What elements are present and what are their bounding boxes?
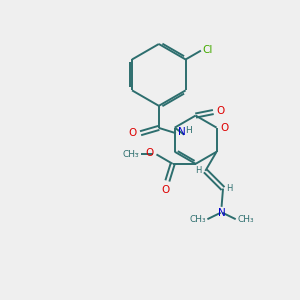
Text: Cl: Cl xyxy=(202,45,213,55)
Text: H: H xyxy=(196,167,202,176)
Text: O: O xyxy=(221,123,229,133)
Text: CH₃: CH₃ xyxy=(189,215,206,224)
Text: N: N xyxy=(218,208,225,218)
Text: H: H xyxy=(226,184,233,193)
Text: O: O xyxy=(128,128,136,138)
Text: CH₃: CH₃ xyxy=(122,150,139,159)
Text: O: O xyxy=(145,148,154,158)
Text: H: H xyxy=(185,126,192,135)
Text: N: N xyxy=(178,127,186,137)
Text: CH₃: CH₃ xyxy=(238,215,254,224)
Text: O: O xyxy=(162,185,170,195)
Text: O: O xyxy=(217,106,225,116)
Text: methyl: methyl xyxy=(135,153,140,154)
